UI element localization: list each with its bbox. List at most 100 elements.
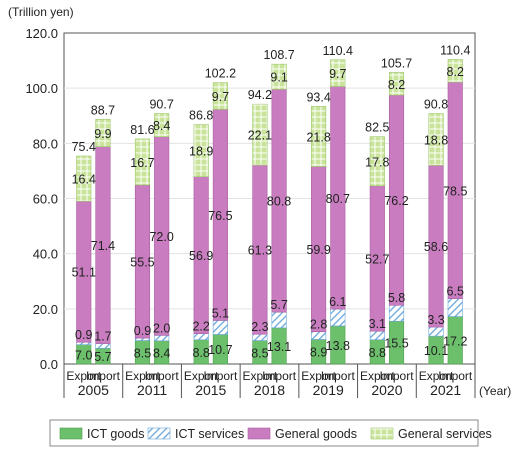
- data-label-general-services: 18.9: [189, 145, 213, 159]
- data-label-general-goods: 80.7: [326, 192, 350, 206]
- data-label-general-goods: 58.6: [424, 240, 448, 254]
- bar-segment-general-services: [447, 59, 463, 83]
- legend-label-general-services: General services: [398, 427, 492, 441]
- data-label-total: 108.7: [263, 48, 294, 62]
- data-label-total: 81.6: [130, 123, 154, 137]
- data-label-general-services: 21.8: [306, 130, 330, 144]
- data-label-ict-services: 6.5: [447, 285, 464, 299]
- bar-segment-ict-services: [95, 343, 111, 349]
- bar-segment-general-services: [369, 136, 385, 187]
- x-bar-type-label: Export: [419, 369, 454, 383]
- bar-segment-general-services: [252, 103, 268, 166]
- y-tick-label: 40.0: [33, 247, 58, 262]
- bar-segment-general-services: [311, 106, 327, 167]
- data-label-general-services: 8.4: [153, 119, 170, 133]
- data-label-ict-goods: 8.9: [310, 346, 327, 360]
- x-bar-type-label: Import: [145, 369, 180, 383]
- data-label-general-goods: 55.5: [130, 256, 154, 270]
- x-year-label: 2015: [195, 382, 226, 398]
- y-tick-label: 20.0: [33, 302, 58, 317]
- data-label-total: 75.4: [72, 140, 96, 154]
- data-label-ict-goods: 10.1: [424, 344, 448, 358]
- data-label-total: 110.4: [440, 43, 470, 57]
- data-label-ict-services: 5.8: [388, 291, 405, 305]
- x-bar-type-label: Import: [262, 369, 297, 383]
- x-year-label: 2018: [254, 382, 285, 398]
- y-tick-label: 100.0: [25, 81, 58, 96]
- x-bar-type-label: Import: [321, 369, 356, 383]
- data-label-ict-goods: 8.8: [192, 346, 209, 360]
- legend-swatch-ict-services: [147, 427, 171, 440]
- data-label-general-goods: 61.3: [248, 244, 272, 258]
- data-label-ict-goods: 13.1: [267, 340, 291, 354]
- data-label-total: 105.7: [381, 56, 412, 70]
- data-label-total: 88.7: [91, 103, 115, 117]
- data-label-general-services: 8.2: [447, 65, 464, 79]
- bar-segment-ict-services: [154, 335, 170, 342]
- data-label-general-goods: 56.9: [189, 249, 213, 263]
- bar-segment-general-services: [428, 113, 444, 166]
- data-label-ict-services: 2.3: [251, 320, 268, 334]
- bar-segment-general-services: [134, 138, 151, 186]
- x-bar-type-label: Export: [125, 369, 160, 383]
- legend-label-general-goods: General goods: [275, 427, 357, 441]
- data-label-ict-services: 5.7: [270, 298, 287, 312]
- data-label-ict-goods: 5.7: [94, 350, 111, 364]
- data-label-general-services: 8.2: [388, 78, 405, 92]
- data-label-total: 86.8: [189, 109, 213, 123]
- x-bar-type-label: Export: [184, 369, 219, 383]
- bar-segment-ict-services: [271, 311, 287, 329]
- data-label-ict-services: 5.1: [212, 306, 229, 320]
- data-label-general-goods: 71.4: [91, 239, 115, 253]
- bar-segment-general-services: [330, 59, 346, 87]
- data-label-general-goods: 76.5: [208, 209, 232, 223]
- x-bar-type-label: Export: [360, 369, 395, 383]
- x-year-label: 2011: [137, 382, 167, 398]
- data-label-ict-goods: 13.8: [326, 339, 350, 353]
- data-label-ict-goods: 8.4: [153, 346, 170, 360]
- data-label-general-services: 16.7: [130, 156, 154, 170]
- data-label-ict-goods: 8.5: [134, 346, 151, 360]
- bar-segment-ict-services: [330, 308, 346, 327]
- data-label-general-goods: 52.7: [365, 252, 389, 266]
- y-tick-label: 80.0: [33, 136, 58, 151]
- bar-segment-ict-services: [311, 331, 327, 340]
- data-label-ict-services: 2.2: [192, 320, 209, 334]
- legend-label-ict-services: ICT services: [175, 427, 244, 441]
- x-bar-type-label: Import: [438, 369, 473, 383]
- data-label-ict-goods: 8.5: [251, 346, 268, 360]
- x-year-label: 2020: [371, 382, 402, 398]
- bar-segment-ict-services: [76, 341, 92, 345]
- data-label-general-goods: 80.8: [267, 195, 291, 209]
- x-bar-type-label: Export: [66, 369, 101, 383]
- y-tick-label: 0.0: [40, 357, 58, 372]
- data-label-general-services: 9.7: [212, 90, 229, 104]
- data-label-ict-goods: 17.2: [443, 334, 467, 348]
- data-label-general-services: 9.1: [270, 71, 287, 85]
- bar-segment-general-services: [76, 155, 92, 202]
- data-label-ict-services: 3.1: [369, 317, 386, 331]
- data-label-ict-services: 0.9: [134, 324, 151, 338]
- bar-segment-ict-services: [252, 333, 268, 341]
- bar-segment-general-services: [212, 82, 228, 110]
- data-label-total: 102.2: [205, 67, 236, 81]
- x-year-label: 2005: [78, 382, 109, 398]
- bar-segment-general-services: [154, 113, 170, 138]
- data-label-general-goods: 51.1: [72, 266, 96, 280]
- x-year-label: 2021: [430, 382, 461, 398]
- x-bar-type-label: Export: [243, 369, 278, 383]
- legend-label-ict-goods: ICT goods: [87, 427, 144, 441]
- x-bar-type-label: Import: [86, 369, 121, 383]
- data-label-general-services: 18.8: [424, 133, 448, 147]
- data-label-ict-services: 0.9: [75, 328, 92, 342]
- data-label-ict-goods: 8.8: [369, 346, 386, 360]
- data-label-total: 94.2: [248, 88, 272, 102]
- data-label-general-goods: 78.5: [443, 184, 467, 198]
- data-label-general-services: 9.7: [329, 67, 346, 81]
- bar-segment-ict-services: [212, 320, 228, 335]
- data-label-ict-services: 6.1: [329, 295, 346, 309]
- data-label-ict-services: 1.7: [94, 330, 111, 344]
- bar-segment-ict-services: [193, 333, 209, 341]
